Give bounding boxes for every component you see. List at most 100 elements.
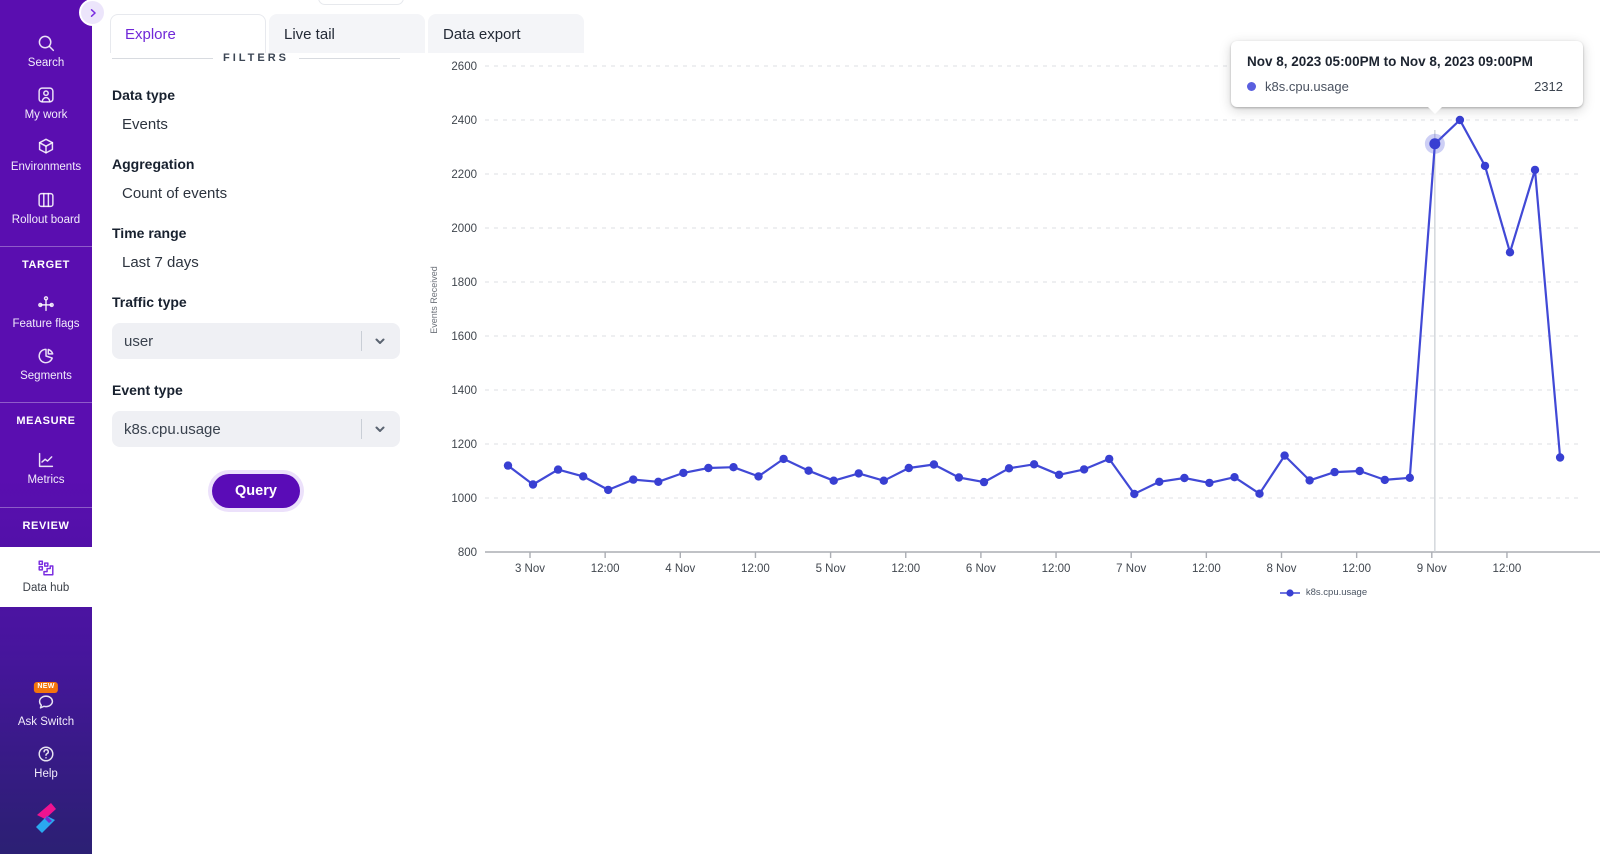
filter-value-aggregation: Count of events	[122, 185, 228, 202]
tooltip-value: 2312	[1534, 79, 1563, 94]
data-point[interactable]	[754, 472, 763, 481]
sidebar-item-label: My work	[24, 109, 68, 122]
data-point[interactable]	[1205, 478, 1214, 488]
data-point[interactable]	[1455, 115, 1465, 125]
filter-label-event-type: Event type	[112, 382, 183, 398]
data-point[interactable]	[1380, 475, 1389, 485]
data-point[interactable]	[1480, 161, 1490, 171]
tab-data-export[interactable]: Data export	[428, 14, 584, 53]
sidebar-item-label: Search	[27, 57, 65, 69]
data-point[interactable]	[1530, 165, 1540, 175]
svg-text:8 Nov: 8 Nov	[1266, 563, 1296, 575]
data-point[interactable]	[1105, 454, 1114, 464]
sidebar-item-metrics[interactable]: Metrics	[0, 442, 92, 494]
data-point[interactable]	[879, 476, 888, 485]
data-point[interactable]	[1180, 473, 1189, 483]
data-point[interactable]	[854, 469, 863, 478]
svg-text:12:00: 12:00	[1493, 563, 1522, 575]
data-point[interactable]	[1505, 248, 1515, 257]
sidebar-item-feature-flags[interactable]: Feature flags	[0, 286, 92, 338]
query-button[interactable]: Query	[212, 474, 300, 508]
svg-text:2200: 2200	[451, 169, 477, 181]
data-point[interactable]	[979, 477, 989, 487]
data-point[interactable]	[954, 473, 964, 482]
cube-icon	[38, 139, 54, 155]
line-chart-icon	[38, 453, 54, 468]
data-point[interactable]	[1130, 489, 1139, 499]
chevron-right-icon	[90, 8, 96, 17]
svg-text:2400: 2400	[451, 115, 477, 127]
svg-text:9 Nov: 9 Nov	[1417, 563, 1447, 575]
data-point[interactable]	[1305, 476, 1314, 485]
sidebar-item-segments[interactable]: Segments	[0, 338, 92, 390]
highlighted-point[interactable]	[1429, 138, 1441, 150]
tab-live-tail[interactable]: Live tail	[269, 14, 425, 53]
data-point[interactable]	[729, 463, 738, 472]
filters-panel: FILTERS Data type Events Aggregation Count …	[112, 52, 400, 508]
chart-area: 800 1000 1200 1400 1600 1800 2000 2200 2400 2600 E…	[425, 0, 1600, 625]
sidebar-item-data-hub[interactable]: Data hub	[0, 546, 92, 607]
y-axis-title: Events Received	[429, 266, 439, 334]
data-point[interactable]	[1330, 467, 1339, 477]
data-point[interactable]	[1230, 473, 1239, 482]
sidebar-section-review: REVIEW	[0, 506, 92, 547]
data-point[interactable]	[1405, 473, 1414, 482]
select-divider	[361, 331, 362, 351]
tooltip-title: Nov 8, 2023 05:00PM to Nov 8, 2023 09:00…	[1247, 54, 1533, 69]
sidebar-item-label: Data hub	[22, 581, 70, 594]
traffic-type-selected-value: user	[124, 332, 154, 350]
filter-label-traffic-type: Traffic type	[112, 294, 187, 310]
svg-text:12:00: 12:00	[741, 563, 770, 575]
data-point[interactable]	[1029, 460, 1039, 469]
svg-text:1000: 1000	[451, 493, 477, 505]
main-content: Explore Live tail Data export FILTERS Data…	[92, 0, 1600, 854]
chevron-down-icon	[375, 426, 385, 432]
data-point[interactable]	[553, 465, 563, 474]
data-point[interactable]	[1555, 453, 1565, 462]
svg-text:12:00: 12:00	[591, 563, 620, 575]
data-point[interactable]	[1079, 465, 1089, 474]
data-point[interactable]	[528, 480, 538, 489]
data-point[interactable]	[779, 454, 788, 464]
svg-text:2600: 2600	[451, 61, 477, 73]
select-divider	[361, 419, 362, 439]
svg-text:12:00: 12:00	[1042, 563, 1071, 575]
data-point[interactable]	[804, 466, 813, 475]
event-type-select[interactable]: k8s.cpu.usage	[112, 411, 400, 447]
data-point[interactable]	[904, 463, 913, 473]
data-point[interactable]	[1004, 464, 1014, 473]
chart-tooltip: Nov 8, 2023 05:00PM to Nov 8, 2023 09:00…	[1231, 41, 1583, 114]
svg-text:12:00: 12:00	[1192, 563, 1221, 575]
legend-item[interactable]: k8s.cpu.usage	[1279, 587, 1367, 598]
svg-text:12:00: 12:00	[891, 563, 920, 575]
sidebar-item-my-work[interactable]: My work	[0, 77, 92, 129]
data-point[interactable]	[1355, 466, 1364, 476]
data-point[interactable]	[629, 475, 638, 484]
data-point[interactable]	[503, 461, 513, 470]
data-point[interactable]	[929, 460, 939, 469]
sidebar-item-ask-switch[interactable]: NEW Ask Switch	[0, 681, 92, 736]
data-point[interactable]	[829, 476, 838, 485]
data-point[interactable]	[1155, 477, 1164, 486]
data-point[interactable]	[579, 472, 588, 481]
sidebar-item-rollout-board[interactable]: Rollout board	[0, 182, 92, 234]
data-point[interactable]	[679, 468, 688, 478]
tab-bar: Explore Live tail Data export	[110, 14, 584, 53]
tab-explore[interactable]: Explore	[110, 14, 266, 53]
data-point[interactable]	[704, 463, 713, 473]
traffic-type-select[interactable]: user	[112, 323, 400, 359]
events-line-chart[interactable]: 800 1000 1200 1400 1600 1800 2000 2200 2400 2600 E…	[425, 0, 1600, 625]
sidebar-item-search[interactable]: Search	[0, 25, 92, 77]
data-point[interactable]	[1255, 489, 1264, 498]
sidebar-item-environments[interactable]: Environments	[0, 129, 92, 181]
switch-logo-icon	[36, 803, 56, 833]
sidebar-item-help[interactable]: Help	[0, 736, 92, 788]
data-point[interactable]	[604, 485, 613, 495]
data-point[interactable]	[654, 477, 663, 486]
data-point[interactable]	[1054, 470, 1064, 479]
sidebar-expand-button[interactable]	[79, 0, 106, 26]
sidebar-item-label: Metrics	[27, 474, 65, 487]
help-circle-icon	[38, 746, 54, 762]
data-point[interactable]	[1280, 451, 1289, 460]
pie-chart-icon	[38, 348, 54, 364]
